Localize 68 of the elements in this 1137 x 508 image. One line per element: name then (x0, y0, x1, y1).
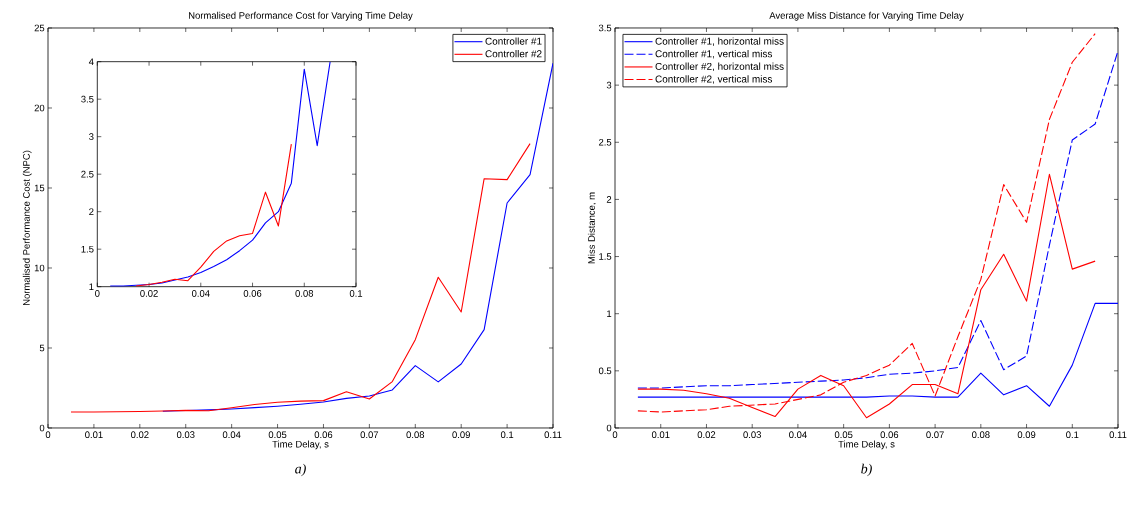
y-tick-label: 15 (34, 184, 45, 192)
text: a) (295, 463, 306, 477)
y-tick-label: 1.5 (81, 245, 94, 253)
x-tick-label: 0.06 (243, 290, 262, 297)
legend-label: Controller #1 (485, 37, 542, 45)
y-tick-label: 0 (39, 424, 45, 432)
x-tick-label: 0.09 (452, 431, 470, 439)
x-tick-label: 0.04 (191, 290, 210, 297)
legend-label: Controller #2, horizontal miss (655, 62, 784, 72)
x-tick-label: 0.03 (743, 431, 761, 439)
chart-title: Average Miss Distance for Varying Time Delay (769, 11, 964, 21)
x-axis-title: Time Delay, s (838, 440, 895, 450)
x-tick-label: 0.08 (406, 431, 425, 439)
y-tick-label: 2 (89, 208, 94, 215)
line-series (70, 143, 531, 413)
x-tick-label: 0.1 (349, 290, 363, 297)
y-tick-label: 0 (606, 424, 612, 432)
x-tick-label: 0 (95, 290, 100, 297)
x-tick-label: 0.05 (834, 431, 853, 439)
x-tick-label: 0.02 (697, 431, 716, 439)
x-tick-label: 0.04 (789, 431, 807, 439)
legend-label: Controller #2, vertical miss (655, 75, 773, 84)
legend-label: Controller #2 (485, 50, 542, 58)
x-tick-label: 0 (45, 431, 51, 439)
y-tick-label: 2 (606, 196, 612, 203)
y-tick-label: 1 (607, 310, 612, 317)
chart-title: Normalised Performance Cost for Varying Time Delay (189, 11, 413, 21)
y-axis-title: Miss Distance, m (587, 192, 596, 264)
y-tick-label: 1.5 (599, 253, 612, 260)
x-tick-label: 0.09 (1017, 431, 1036, 439)
x-tick-label: 0.11 (544, 431, 562, 439)
y-axis-title: Normalised Performance Cost (NPC) (22, 150, 32, 306)
x-tick-label: 0.08 (295, 290, 314, 297)
x-tick-label: 0.07 (360, 431, 379, 439)
y-tick-label: 4 (88, 58, 94, 65)
x-tick-label: 0.01 (651, 431, 670, 439)
y-tick-label: 20 (34, 104, 45, 112)
y-tick-label: 2.5 (81, 170, 94, 178)
x-tick-label: 0.08 (971, 431, 990, 439)
text: b) (861, 463, 872, 477)
y-tick-label: 5 (39, 344, 45, 352)
x-tick-label: 0.02 (140, 290, 158, 297)
x-tick-label: 0.1 (500, 431, 514, 439)
x-tick-label: 0.01 (85, 431, 103, 439)
y-tick-label: 0.5 (598, 367, 612, 375)
y-tick-label: 1 (89, 283, 94, 290)
y-tick-label: 25 (34, 24, 45, 32)
line-series (109, 61, 331, 287)
x-tick-label: 0.1 (1066, 431, 1079, 439)
y-tick-label: 10 (34, 264, 45, 272)
x-tick-label: 0 (612, 431, 618, 439)
line-series (135, 143, 292, 287)
y-tick-label: 3 (606, 81, 612, 89)
x-tick-label: 0.07 (926, 431, 944, 439)
x-tick-label: 0.03 (176, 431, 195, 439)
legend-label: Controller #1, vertical miss (655, 50, 773, 59)
x-tick-label: 0.05 (268, 431, 287, 439)
x-axis-title: Time Delay, s (272, 440, 329, 450)
y-tick-label: 3.5 (81, 95, 94, 103)
x-tick-label: 0.04 (222, 431, 241, 439)
x-tick-label: 0.06 (880, 431, 899, 439)
x-tick-label: 0.02 (130, 431, 149, 439)
y-tick-label: 2.5 (598, 138, 612, 146)
legend-label: Controller #1, horizontal miss (655, 37, 784, 46)
x-tick-label: 0.11 (1109, 431, 1127, 439)
x-tick-label: 0.06 (314, 431, 333, 439)
y-tick-label: 3 (89, 133, 94, 141)
y-tick-label: 3.5 (598, 24, 612, 32)
